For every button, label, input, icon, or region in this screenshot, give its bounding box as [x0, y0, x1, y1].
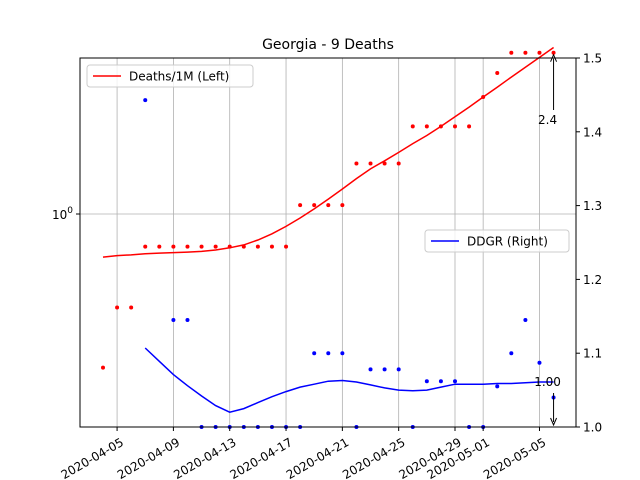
ddgr-point: [537, 360, 542, 365]
ddgr-point: [326, 351, 331, 356]
plot-frame: [79, 57, 577, 428]
ddgr-point: [382, 367, 387, 372]
right-tick-label: 1.4: [583, 125, 602, 139]
annotation-arrowhead: [550, 53, 558, 62]
ddgr-point: [523, 317, 528, 322]
deaths-point: [326, 203, 331, 208]
deaths-trend-line: [102, 46, 555, 258]
deaths-point: [495, 71, 500, 76]
ddgr-point: [396, 367, 401, 372]
x-tick-label: 2020-05-05: [481, 435, 548, 480]
legend-label: Deaths/1M (Left): [129, 70, 229, 84]
deaths-point: [396, 161, 401, 166]
deaths-point: [241, 244, 246, 249]
legend-ddgr: DDGR (Right): [424, 229, 570, 253]
annotations: 2.4 1.00: [534, 53, 561, 427]
deaths-point: [551, 50, 556, 55]
legend-box: [424, 229, 570, 253]
right-tick-label: 1.5: [583, 52, 602, 66]
deaths-point: [424, 124, 429, 129]
ddgr-point: [185, 317, 190, 322]
deaths-point: [185, 244, 190, 249]
legend-label: DDGR (Right): [467, 235, 548, 249]
deaths-point: [213, 244, 218, 249]
deaths-point: [227, 244, 232, 249]
deaths-point: [312, 203, 317, 208]
deaths-line: [102, 46, 555, 258]
left-tick-label: 100: [52, 206, 73, 222]
right-tick-label: 1.3: [583, 199, 602, 213]
deaths-point: [269, 244, 274, 249]
legend-box: [86, 64, 254, 88]
legend-deaths: Deaths/1M (Left): [86, 64, 254, 88]
deaths-point: [354, 161, 359, 166]
deaths-point: [143, 244, 148, 249]
ddgr-point: [438, 379, 443, 384]
deaths-point: [537, 50, 542, 55]
annotation-arrowhead: [550, 417, 558, 427]
deaths-point: [340, 203, 345, 208]
axes-frame: [79, 57, 577, 428]
deaths-point: [453, 124, 457, 129]
deaths-point: [157, 244, 162, 249]
deaths-point: [101, 365, 105, 370]
deaths-point: [129, 305, 134, 310]
right-axis-ticks: 1.0 1.1 1.2 1.3 1.4 1.5: [576, 52, 602, 435]
ddgr-point: [368, 367, 373, 372]
chart-title: Georgia - 9 Deaths: [262, 37, 394, 53]
ddgr-point: [424, 379, 429, 384]
deaths-point: [438, 124, 443, 129]
annotation-label: 2.4: [538, 113, 557, 127]
x-axis-ticks: 2020-04-052020-04-092020-04-132020-04-17…: [59, 427, 548, 480]
right-tick-label: 1.1: [583, 347, 602, 361]
deaths-point: [382, 161, 387, 166]
deaths-point: [255, 244, 260, 249]
deaths-points: [101, 50, 556, 370]
deaths-point: [509, 50, 514, 55]
ddgr-point: [312, 351, 317, 356]
deaths-point: [410, 124, 415, 129]
annotation-label: 1.00: [534, 375, 561, 389]
ddgr-trend-line: [144, 347, 554, 413]
deaths-point: [284, 244, 289, 249]
deaths-point: [115, 305, 120, 310]
ddgr-points: [143, 98, 556, 429]
ddgr-point: [171, 317, 176, 322]
ddgr-point: [453, 379, 457, 384]
ddgr-point: [495, 384, 500, 389]
ddgr-point: [143, 98, 148, 103]
deaths-point: [199, 244, 204, 249]
deaths-point: [523, 50, 528, 55]
deaths-point: [298, 203, 303, 208]
ddgr-point: [509, 351, 514, 356]
ddgr-point: [340, 351, 345, 356]
left-axis-ticks: 100: [52, 206, 80, 222]
ddgr-line: [144, 347, 554, 413]
deaths-point: [467, 124, 472, 129]
right-tick-label: 1.0: [583, 421, 602, 435]
deaths-point: [481, 95, 486, 100]
deaths-point: [368, 161, 373, 166]
right-tick-label: 1.2: [583, 273, 602, 287]
deaths-point: [171, 244, 176, 249]
